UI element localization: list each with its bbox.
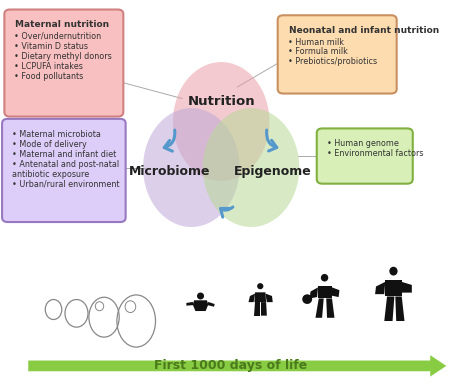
Text: • LCPUFA intakes: • LCPUFA intakes — [15, 62, 83, 71]
Polygon shape — [316, 298, 324, 318]
Text: • Maternal microbiota: • Maternal microbiota — [12, 130, 101, 139]
Polygon shape — [326, 298, 335, 318]
Text: • Human genome: • Human genome — [327, 139, 399, 148]
Polygon shape — [310, 288, 318, 298]
FancyBboxPatch shape — [317, 129, 413, 184]
FancyArrowPatch shape — [164, 130, 175, 151]
Polygon shape — [261, 302, 267, 316]
Text: • Human milk: • Human milk — [288, 37, 344, 47]
Ellipse shape — [257, 283, 264, 289]
Text: • Maternal and infant diet: • Maternal and infant diet — [12, 149, 117, 159]
FancyBboxPatch shape — [4, 10, 123, 117]
Text: Nutrition: Nutrition — [187, 95, 255, 108]
Text: • Vitamin D status: • Vitamin D status — [15, 42, 89, 51]
Polygon shape — [193, 300, 208, 311]
Ellipse shape — [197, 293, 204, 300]
Ellipse shape — [173, 62, 269, 181]
Polygon shape — [318, 286, 332, 298]
Polygon shape — [395, 296, 404, 321]
Text: Neonatal and infant nutrition: Neonatal and infant nutrition — [289, 26, 439, 35]
Polygon shape — [332, 288, 339, 297]
Ellipse shape — [321, 274, 328, 281]
Polygon shape — [402, 282, 412, 293]
Text: • Over/undernutrition: • Over/undernutrition — [15, 32, 101, 41]
Text: • Environmental factors: • Environmental factors — [327, 149, 423, 158]
Polygon shape — [384, 296, 394, 321]
Polygon shape — [208, 302, 215, 307]
Ellipse shape — [389, 267, 398, 276]
Polygon shape — [248, 293, 255, 302]
Polygon shape — [254, 302, 259, 316]
Polygon shape — [385, 280, 402, 296]
Ellipse shape — [302, 294, 312, 304]
Ellipse shape — [143, 108, 239, 227]
Text: • Formula milk: • Formula milk — [288, 47, 348, 57]
Polygon shape — [255, 292, 266, 302]
Polygon shape — [375, 282, 385, 294]
FancyBboxPatch shape — [2, 119, 126, 222]
Text: Maternal nutrition: Maternal nutrition — [15, 20, 109, 29]
Text: • Antenatal and post-natal
antibiotic exposure: • Antenatal and post-natal antibiotic ex… — [12, 159, 119, 179]
Text: • Food pollutants: • Food pollutants — [15, 72, 84, 81]
Text: • Urban/rural environment: • Urban/rural environment — [12, 179, 119, 188]
Polygon shape — [28, 355, 447, 377]
Polygon shape — [265, 293, 273, 302]
FancyBboxPatch shape — [278, 15, 397, 94]
FancyArrowPatch shape — [266, 130, 277, 151]
Ellipse shape — [203, 108, 299, 227]
Text: • Dietary methyl donors: • Dietary methyl donors — [15, 52, 112, 61]
Text: Epigenome: Epigenome — [234, 165, 312, 178]
Polygon shape — [186, 302, 193, 306]
Text: • Prebiotics/probiotics: • Prebiotics/probiotics — [288, 57, 377, 67]
Text: First 1000 days of life: First 1000 days of life — [154, 359, 307, 372]
FancyArrowPatch shape — [220, 207, 233, 217]
Text: Microbiome: Microbiome — [128, 165, 210, 178]
Text: • Mode of delivery: • Mode of delivery — [12, 139, 87, 149]
